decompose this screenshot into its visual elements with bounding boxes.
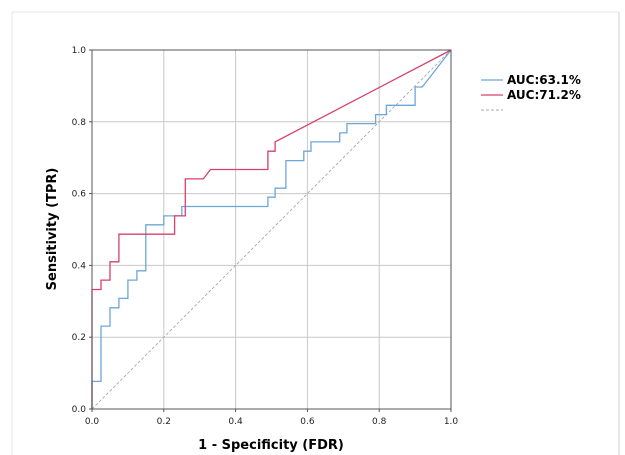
x-tick-label: 0.4	[228, 417, 243, 427]
plot-area-border	[91, 49, 452, 410]
y-tick-label: 0.8	[72, 118, 87, 128]
legend: AUC:63.1%AUC:71.2%	[481, 73, 581, 111]
legend-label-2: AUC:71.2%	[507, 88, 581, 102]
x-axis-ticks: 0.0 0.2 0.4 0.6 0.8 1.0	[85, 409, 459, 427]
x-tick-label: 0.6	[300, 417, 315, 427]
y-tick-label: 0.2	[72, 333, 86, 343]
series-line-2	[91, 49, 452, 409]
x-tick-label: 0.8	[372, 417, 387, 427]
x-tick-label: 1.0	[444, 417, 459, 427]
y-tick-label: 0.4	[72, 261, 87, 271]
y-tick-label: 0.0	[72, 405, 87, 415]
y-tick-label: 1.0	[72, 46, 87, 56]
gridlines	[91, 49, 452, 410]
y-axis-ticks: 0.0 0.2 0.4 0.6 0.8 1.0	[72, 46, 92, 415]
series-lines	[91, 49, 452, 409]
x-tick-label: 0.2	[157, 417, 171, 427]
y-axis-label: Sensitivity (TPR)	[45, 168, 60, 291]
legend-label-1: AUC:63.1%	[507, 73, 581, 87]
x-tick-label: 0.0	[85, 417, 100, 427]
x-axis-label: 1 - Specificity (FDR)	[198, 438, 344, 453]
series-line-1	[91, 49, 452, 409]
y-tick-label: 0.6	[72, 190, 87, 200]
